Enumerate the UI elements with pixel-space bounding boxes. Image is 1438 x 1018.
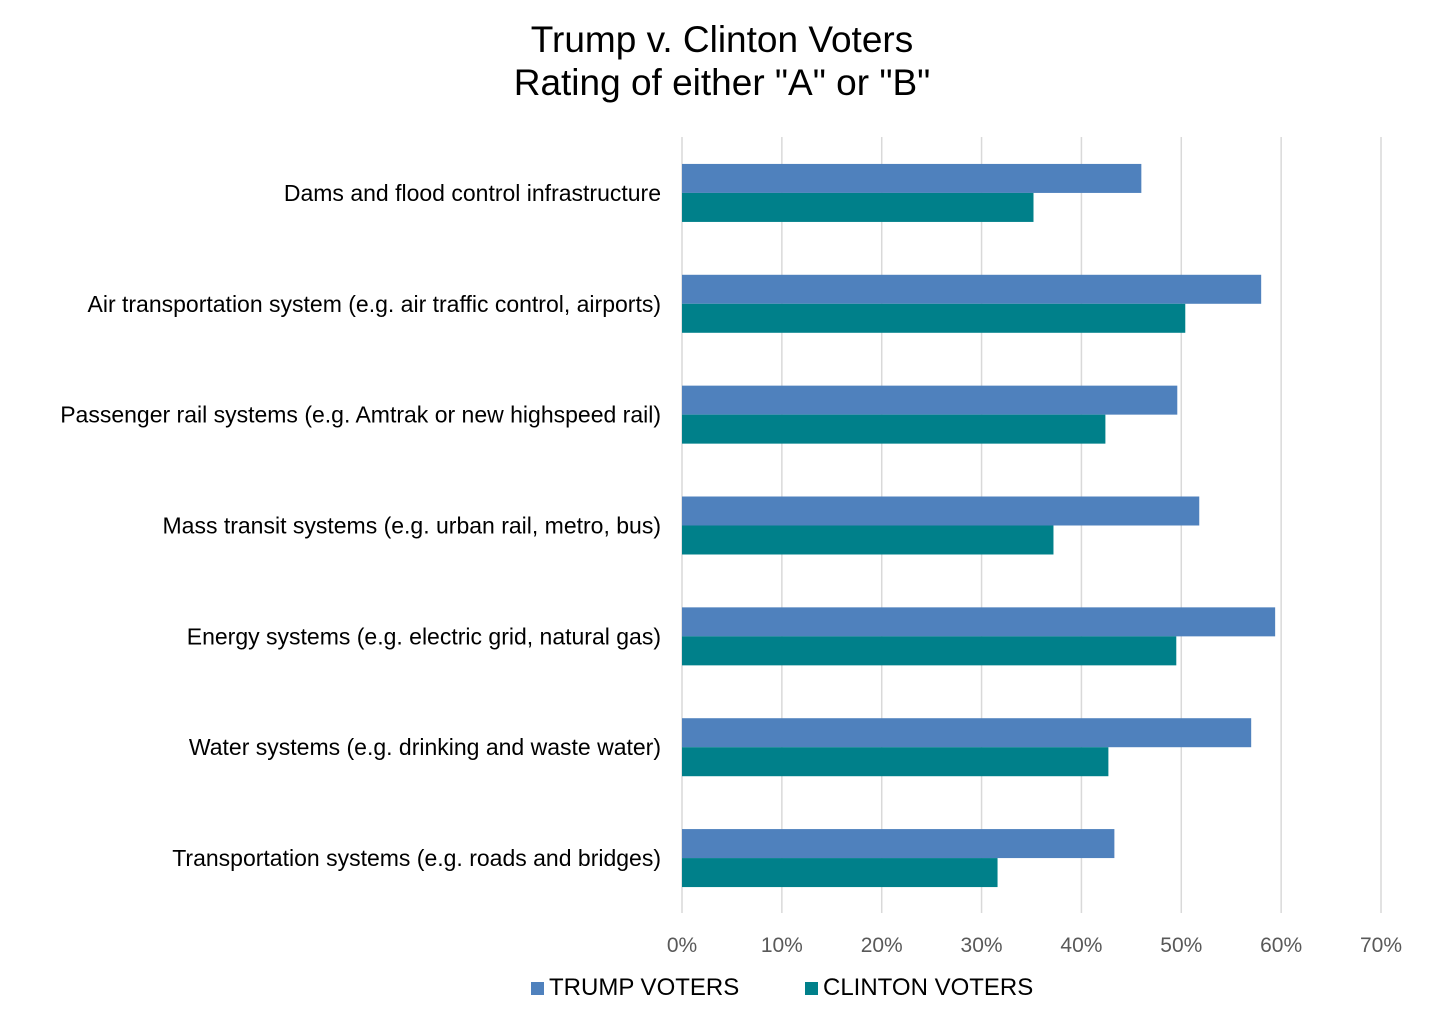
bar-trump — [682, 274, 1262, 304]
category-label: Air transportation system (e.g. air traf… — [88, 291, 662, 317]
category-label: Transportation systems (e.g. roads and b… — [172, 845, 661, 871]
legend-item-clinton: CLINTON VOTERS — [805, 974, 1033, 1002]
bar-trump — [682, 385, 1178, 415]
chart-title-block: Trump v. Clinton Voters Rating of either… — [0, 18, 1438, 104]
category-labels: Dams and flood control infrastructure Air… — [60, 180, 661, 871]
legend-swatch-trump — [531, 981, 544, 995]
bar-clinton — [682, 525, 1054, 555]
legend-label-trump: TRUMP VOTERS — [549, 974, 740, 1001]
category-label: Mass transit systems (e.g. urban rail, m… — [163, 513, 662, 539]
bar-clinton — [682, 303, 1186, 333]
x-tick-label: 0% — [667, 934, 697, 957]
bar-clinton — [682, 192, 1034, 222]
category-label: Energy systems (e.g. electric grid, natu… — [187, 623, 661, 649]
bar-trump — [682, 829, 1115, 859]
legend: TRUMP VOTERS CLINTON VOTERS — [0, 974, 1438, 1004]
bar-clinton — [682, 858, 998, 888]
chart-title: Trump v. Clinton Voters — [530, 19, 914, 60]
x-tick-label: 60% — [1260, 934, 1302, 957]
bar-trump — [682, 496, 1200, 526]
bar-clinton — [682, 414, 1106, 444]
category-label: Dams and flood control infrastructure — [284, 180, 661, 206]
x-tick-label: 20% — [861, 934, 903, 957]
x-tick-label: 30% — [961, 934, 1003, 957]
bar-clinton — [682, 747, 1109, 777]
bar-trump — [682, 163, 1142, 193]
bar-trump — [682, 718, 1252, 748]
category-label: Passenger rail systems (e.g. Amtrak or n… — [60, 402, 661, 428]
legend-item-trump: TRUMP VOTERS — [531, 974, 739, 1002]
bars — [682, 163, 1276, 888]
chart-subtitle: Rating of either "A" or "B" — [513, 62, 931, 103]
bar-trump — [682, 607, 1276, 637]
x-tick-label: 10% — [761, 934, 803, 957]
legend-label-clinton: CLINTON VOTERS — [823, 974, 1034, 1001]
x-tick-label: 40% — [1060, 934, 1102, 957]
x-tick-label: 50% — [1160, 934, 1202, 957]
x-tick-labels: 0% 10% 20% 30% 40% 50% 60% 70% — [667, 934, 1402, 957]
legend-swatch-clinton — [805, 981, 818, 995]
bar-clinton — [682, 636, 1177, 666]
category-label: Water systems (e.g. drinking and waste w… — [189, 734, 661, 760]
x-tick-label: 70% — [1360, 934, 1402, 957]
